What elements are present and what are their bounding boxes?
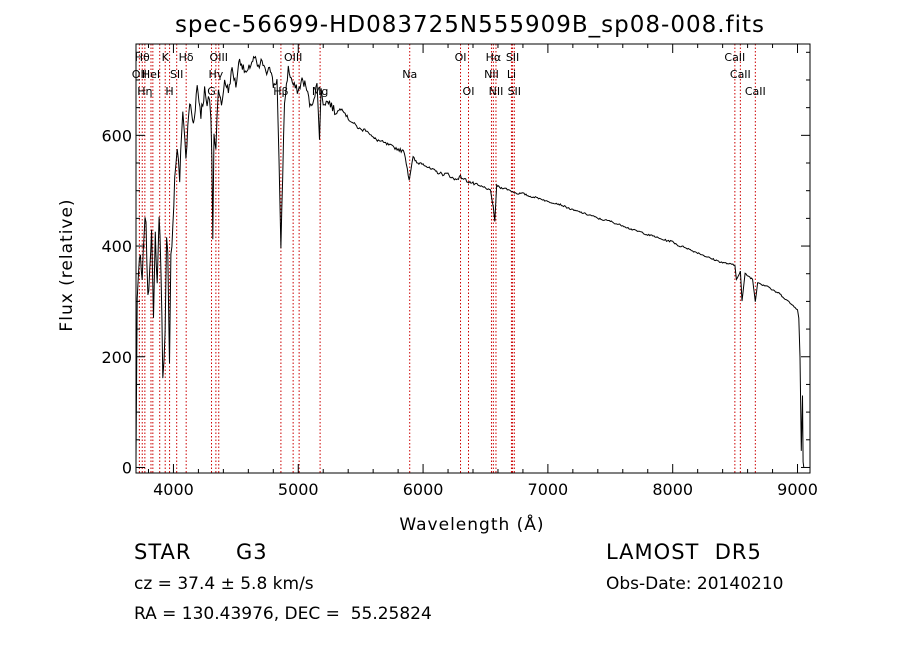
line-marker-label: Hγ — [208, 68, 223, 81]
y-axis-label: Flux (relative) — [57, 198, 77, 331]
line-marker-label: CaII — [745, 85, 766, 98]
line-marker-label: Na — [402, 68, 417, 81]
line-marker-label: NII — [484, 68, 499, 81]
series-group — [135, 55, 805, 468]
line-marker-label: OI — [463, 85, 475, 98]
object-subclass: G3 — [236, 540, 268, 564]
line-marker-label: Mg — [312, 85, 328, 98]
line-marker-label: SII — [508, 85, 521, 98]
line-marker-label: OIII — [284, 51, 302, 64]
line-marker-label: HeI — [142, 68, 160, 81]
line-marker-label: SII — [506, 51, 519, 64]
line-marker-label: OI — [455, 51, 467, 64]
line-marker-label: CaII — [724, 51, 745, 64]
line-marker-label: G — [207, 85, 216, 98]
chart-title: spec-56699-HD083725N555909B_sp08-008.fit… — [175, 12, 765, 38]
coordinates: RA = 130.43976, DEC = 55.25824 — [134, 604, 432, 624]
line-marker-label: SII — [170, 68, 183, 81]
line-marker-label: Hδ — [179, 51, 194, 64]
y-tick-label: 400 — [101, 237, 132, 256]
line-marker-label: CaII — [730, 68, 751, 81]
line-marker-label: H — [165, 85, 173, 98]
x-tick-label: 8000 — [652, 480, 693, 499]
line-marker-label: NII — [489, 85, 504, 98]
y-axis: 0 200 400 600 — [101, 51, 810, 477]
y-tick-label: 600 — [101, 126, 132, 145]
spectrum-line — [135, 55, 805, 468]
y-tick-label: 200 — [101, 348, 132, 367]
x-tick-label: 6000 — [403, 480, 444, 499]
spectral-line-labels: OIIHθHηHeIKHSIIHδGHγOIIIHβOIIIMgNaOIOINI… — [132, 51, 766, 98]
redshift-cz: cz = 37.4 ± 5.8 km/s — [134, 574, 314, 594]
line-marker-label: Hθ — [135, 51, 150, 64]
line-marker-label: K — [162, 51, 170, 64]
x-tick-label: 7000 — [528, 480, 569, 499]
x-axis-label: Wavelength (Å) — [399, 513, 544, 535]
spectral-line-markers — [138, 44, 756, 473]
x-tick-label: 4000 — [153, 480, 194, 499]
survey-name: LAMOST DR5 — [606, 540, 762, 564]
y-tick-label: 0 — [122, 458, 132, 477]
line-marker-label: Hη — [137, 85, 152, 98]
x-axis: 4000 5000 6000 7000 8000 9000 — [147, 44, 818, 499]
x-tick-label: 9000 — [777, 480, 818, 499]
x-tick-label: 5000 — [278, 480, 319, 499]
line-marker-label: Hα — [486, 51, 502, 64]
line-marker-label: OIII — [210, 51, 228, 64]
object-class: STAR — [134, 540, 192, 564]
plot-frame — [135, 43, 811, 474]
observation-date: Obs-Date: 20140210 — [606, 574, 784, 594]
line-marker-label: Li — [507, 68, 516, 81]
